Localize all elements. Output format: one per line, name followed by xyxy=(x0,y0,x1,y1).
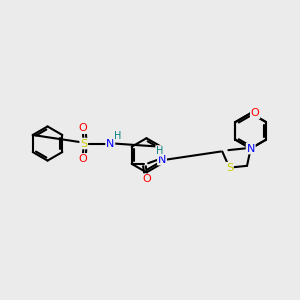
Text: N: N xyxy=(106,139,114,148)
Text: O: O xyxy=(79,154,88,164)
Text: O: O xyxy=(251,108,260,118)
Text: O: O xyxy=(79,123,88,133)
Text: H: H xyxy=(114,131,122,141)
Text: H: H xyxy=(156,146,163,156)
Text: N: N xyxy=(158,155,166,165)
Text: S: S xyxy=(80,139,87,148)
Text: N: N xyxy=(247,143,255,154)
Text: O: O xyxy=(142,174,151,184)
Text: S: S xyxy=(226,163,233,173)
